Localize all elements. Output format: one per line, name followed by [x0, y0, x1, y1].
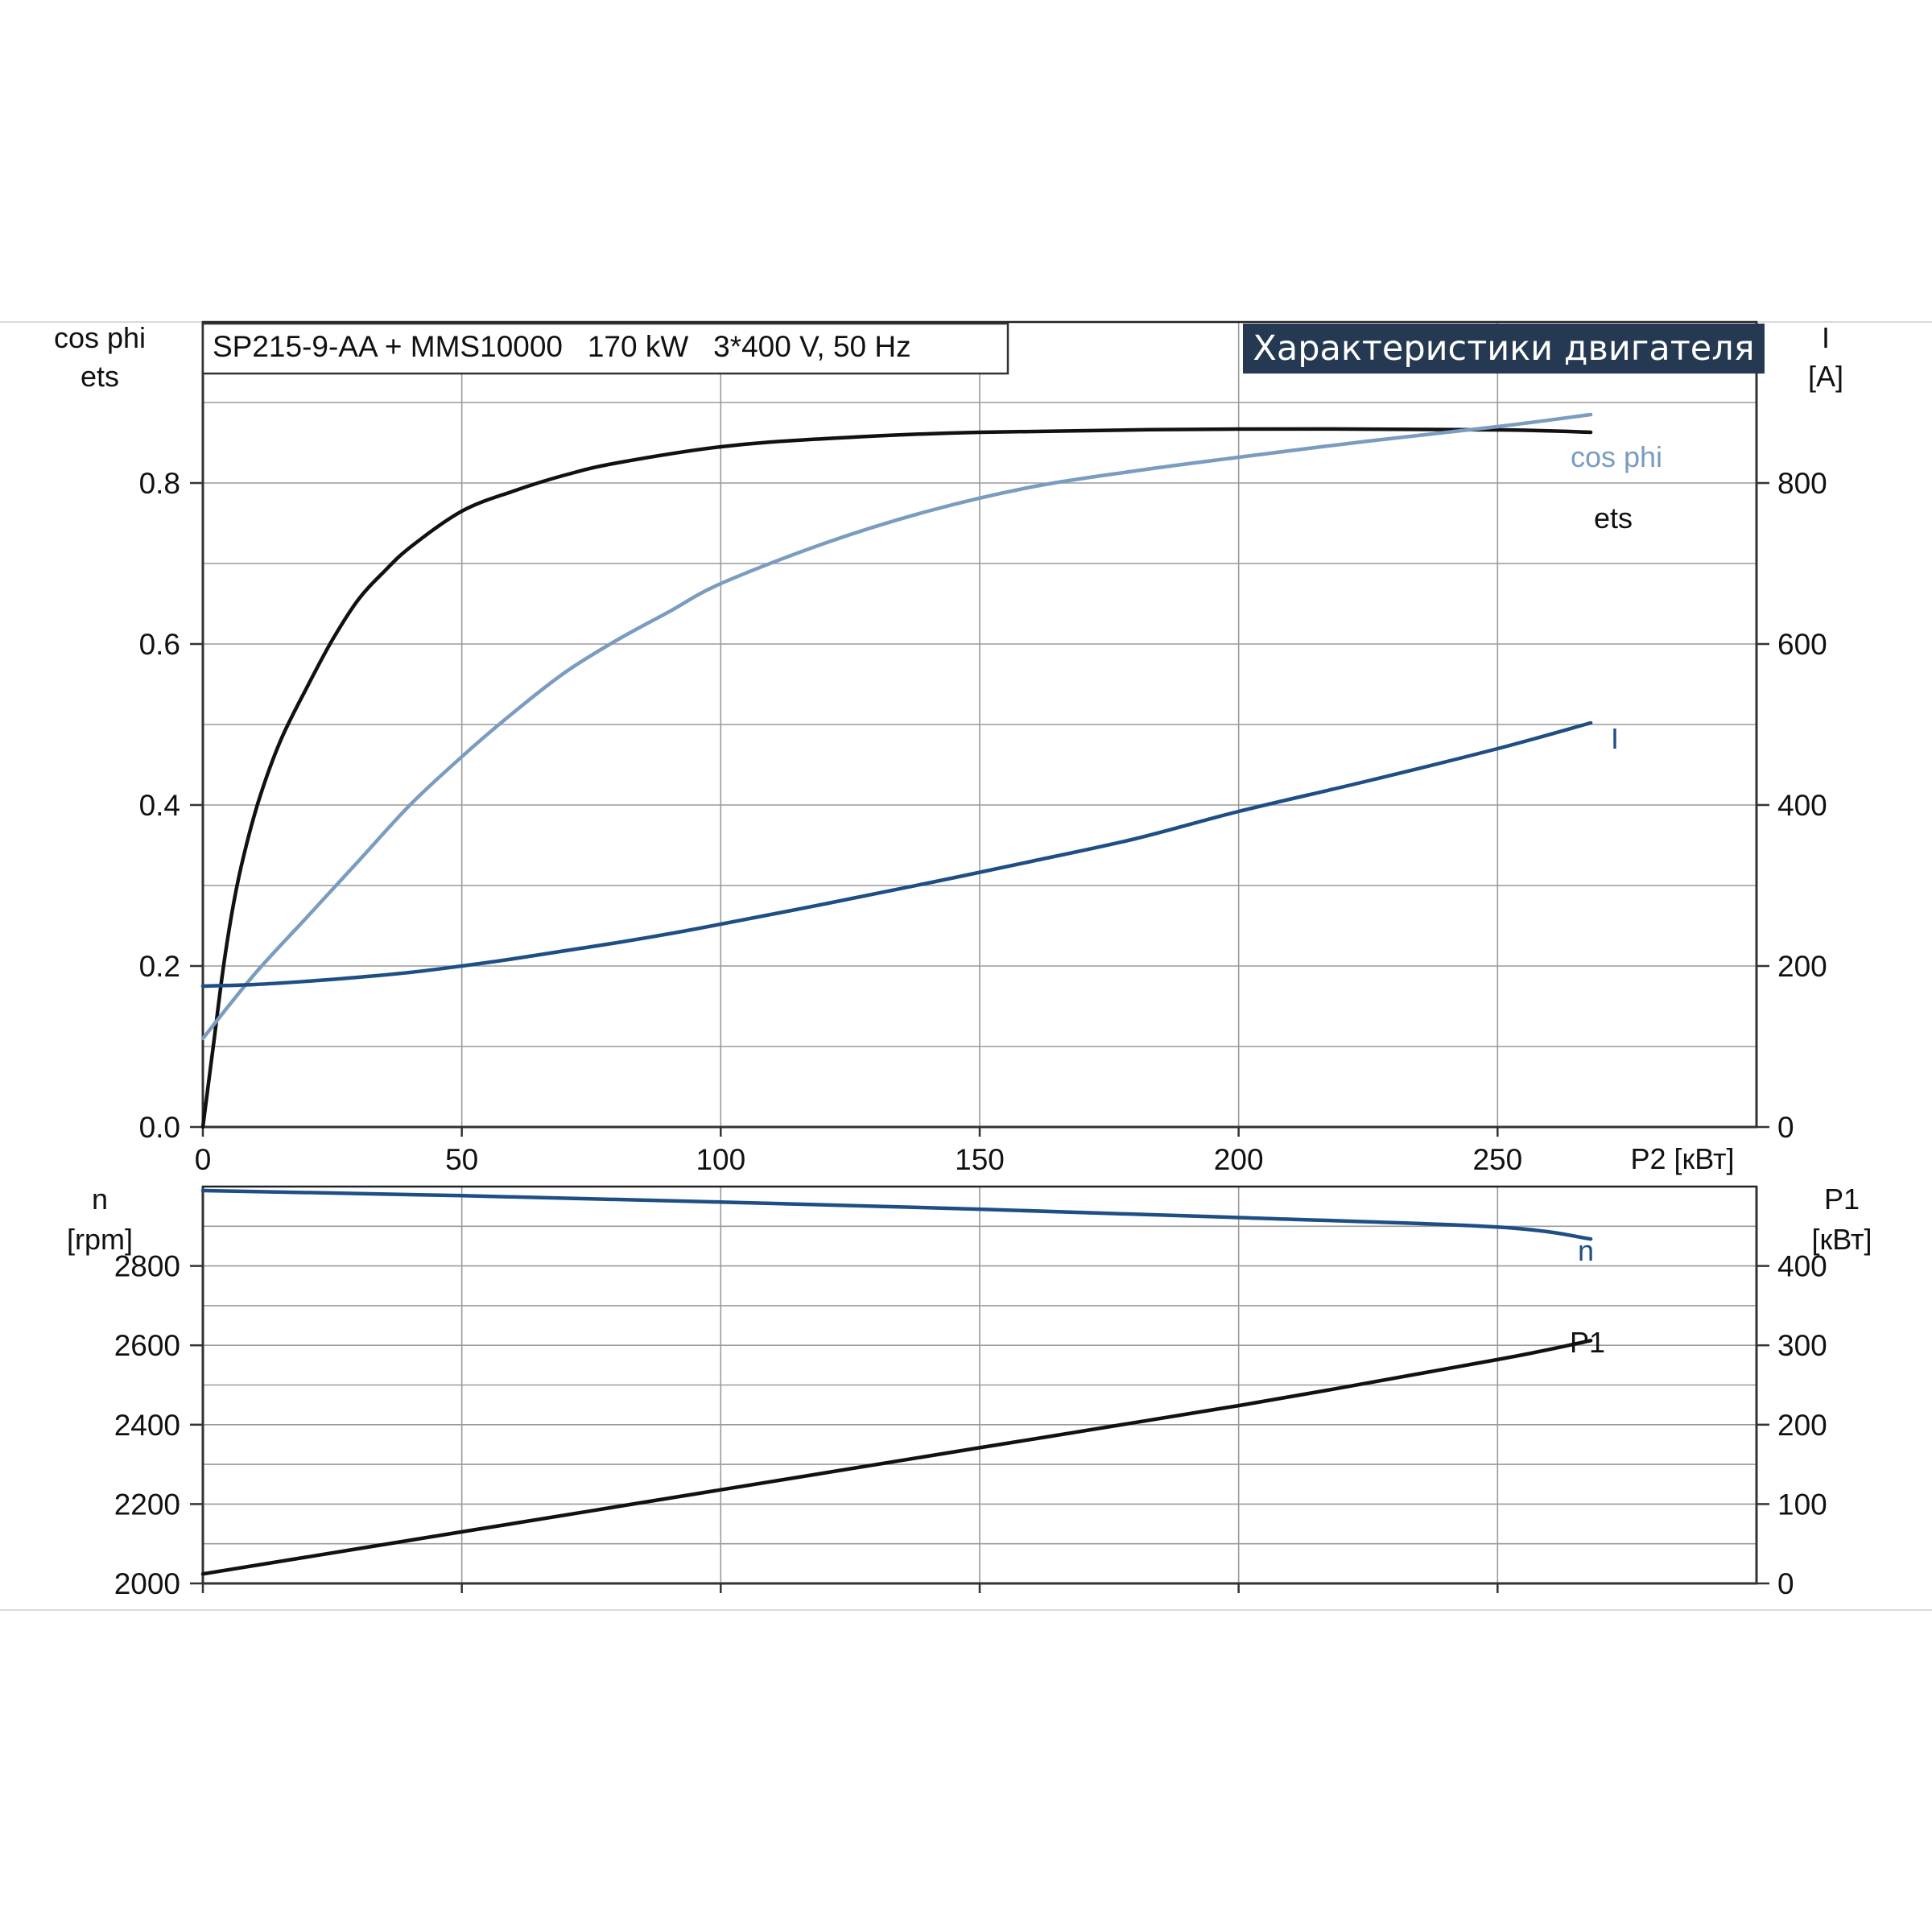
- top-left-tick-label: 0.6: [139, 628, 180, 661]
- series-ets-curve: [200, 427, 1593, 1129]
- series-label-ets: ets: [1594, 502, 1633, 535]
- bottom-right-tick-label: 400: [1777, 1250, 1827, 1283]
- top-right-tick-label: 600: [1777, 628, 1827, 661]
- bottom-left-axis-label-line2: [rpm]: [67, 1223, 133, 1256]
- bottom-left-tick-label: 2800: [114, 1250, 180, 1283]
- bottom-right-tick-label: 300: [1777, 1329, 1827, 1362]
- series-label-I: I: [1611, 722, 1619, 755]
- top-plot-ticks: 0.0 0.2 0.4 0.6 0.8 0 200 400 600 800 0 50 100 150 200…: [139, 322, 1827, 1176]
- bottom-plot-grid: [203, 1187, 1757, 1583]
- top-right-tick-label: 200: [1777, 950, 1827, 983]
- top-left-tick-label: 0.0: [139, 1111, 180, 1144]
- bottom-right-tick-label: 200: [1777, 1409, 1827, 1442]
- bottom-left-tick-label: 2200: [114, 1488, 180, 1521]
- top-right-tick-label: 0: [1777, 1111, 1794, 1144]
- series-p1-curve: [200, 1339, 1593, 1576]
- series-label-P1: P1: [1570, 1326, 1605, 1359]
- top-x-tick-label: 0: [195, 1143, 212, 1176]
- top-x-tick-label: 50: [445, 1143, 478, 1176]
- top-left-tick-label: 0.2: [139, 950, 180, 983]
- top-x-tick-label: 100: [696, 1143, 745, 1176]
- top-right-tick-label: 400: [1777, 789, 1827, 822]
- series-label-n: n: [1578, 1234, 1594, 1267]
- x-axis-label: P2 [кВт]: [1630, 1142, 1734, 1175]
- top-plot-curves: [200, 412, 1593, 1129]
- top-left-tick-label: 0.8: [139, 467, 180, 500]
- bottom-left-tick-label: 2600: [114, 1329, 180, 1362]
- top-left-axis-label-line2: ets: [80, 360, 119, 393]
- bottom-right-tick-label: 100: [1777, 1488, 1827, 1521]
- top-left-tick-label: 0.4: [139, 789, 180, 822]
- series-cos-phi-curve: [200, 412, 1593, 1041]
- bottom-left-tick-label: 2000: [114, 1567, 180, 1600]
- top-plot-grid: [203, 322, 1757, 1127]
- bottom-right-axis-label-line2: [кВт]: [1811, 1223, 1872, 1256]
- series-label-cos-phi: cos phi: [1571, 440, 1662, 473]
- top-x-tick-label: 250: [1472, 1143, 1522, 1176]
- bottom-left-tick-label: 2400: [114, 1409, 180, 1442]
- bottom-right-axis-label-line1: P1: [1824, 1183, 1860, 1216]
- bottom-left-axis-label-line1: n: [92, 1183, 108, 1216]
- top-left-axis-label-line1: cos phi: [54, 321, 146, 354]
- model-title-box: [201, 322, 1009, 375]
- top-x-tick-label: 200: [1214, 1143, 1264, 1176]
- top-x-tick-label: 150: [955, 1143, 1005, 1176]
- series-n-curve: [200, 1188, 1593, 1241]
- bottom-plot-ticks: 2000 2200 2400 2600 2800 0 100 200 300 400: [114, 1187, 1827, 1600]
- section-badge: [1243, 324, 1765, 374]
- top-right-axis-label-line2: [A]: [1808, 360, 1843, 393]
- top-right-tick-label: 800: [1777, 467, 1827, 500]
- bottom-right-tick-label: 0: [1777, 1567, 1794, 1600]
- bottom-plot-curves: [200, 1188, 1593, 1576]
- section-badge-text: Характеристики двигателя: [1253, 328, 1754, 369]
- top-right-axis-label-line1: I: [1822, 321, 1830, 354]
- series-i-curve: [200, 720, 1593, 989]
- model-title: SP215-9-AA + MMS10000 170 kW 3*400 V, 50…: [213, 330, 911, 363]
